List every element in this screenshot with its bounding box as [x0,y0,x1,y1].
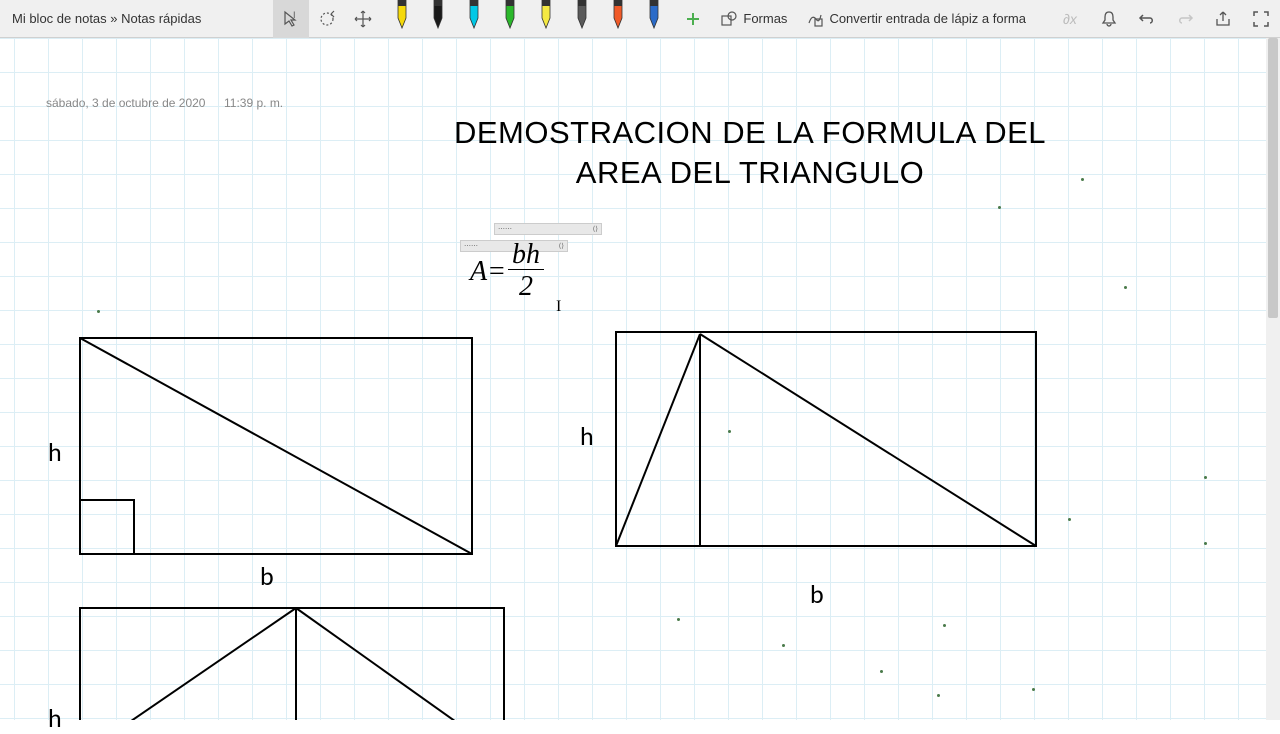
label-h3: h [48,702,62,734]
stray-dot [943,624,946,627]
fullscreen-icon[interactable] [1242,0,1280,38]
breadcrumb[interactable]: Mi bloc de notas » Notas rápidas [0,11,213,26]
label-b1: b [260,560,274,592]
scrollbar-vertical[interactable] [1266,38,1280,720]
pen-group [381,0,675,38]
breadcrumb-notebook: Mi bloc de notas [12,11,107,26]
pen-0[interactable] [387,0,417,30]
stray-dot [1032,688,1035,691]
stray-dot [97,310,100,313]
cursor-tool[interactable]: I [273,0,309,38]
pen-7[interactable] [639,0,669,30]
pen-5[interactable] [567,0,597,30]
stray-dot [1068,518,1071,521]
canvas[interactable]: sábado, 3 de octubre de 2020 11:39 p. m.… [0,38,1280,720]
stray-dot [937,694,940,697]
lasso-tool[interactable] [309,0,345,38]
stray-dot [1204,476,1207,479]
stray-dot [998,206,1001,209]
convert-label: Convertir entrada de lápiz a forma [829,11,1026,26]
bell-icon[interactable] [1090,0,1128,38]
undo-icon[interactable] [1128,0,1166,38]
scrollbar-thumb[interactable] [1268,38,1278,318]
label-h1: h [48,436,62,468]
redo-icon[interactable] [1166,0,1204,38]
svg-text:∂x: ∂x [1063,11,1078,27]
breadcrumb-page: Notas rápidas [121,11,201,26]
convert-icon [807,11,823,27]
stray-dot [880,670,883,673]
pen-6[interactable] [603,0,633,30]
pan-tool[interactable] [345,0,381,38]
pen-2[interactable] [459,0,489,30]
breadcrumb-sep: » [110,11,117,26]
pen-4[interactable] [531,0,561,30]
toolbar: Mi bloc de notas » Notas rápidas I [0,0,1280,38]
label-h2: h [580,420,594,452]
svg-text:I: I [293,10,296,20]
stray-dot [1081,178,1084,181]
shapes-button[interactable]: Formas [711,0,797,38]
convert-button[interactable]: Convertir entrada de lápiz a forma [797,0,1036,38]
shapes-icon [721,11,737,27]
stray-dot [1204,542,1207,545]
diagrams [0,38,1266,720]
stray-dot [677,618,680,621]
add-pen[interactable] [675,0,711,38]
share-icon[interactable] [1204,0,1242,38]
shapes-label: Formas [743,11,787,26]
label-b2: b [810,578,824,610]
math-icon[interactable]: ∂x [1052,0,1090,38]
pen-3[interactable] [495,0,525,30]
stray-dot [1124,286,1127,289]
pen-1[interactable] [423,0,453,30]
stray-dot [728,430,731,433]
stray-dot [782,644,785,647]
